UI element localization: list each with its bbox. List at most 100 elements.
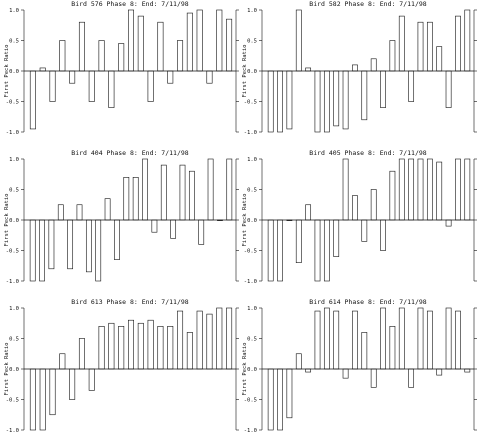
bar [137, 322, 144, 370]
y-tick-label: 1.0 [247, 157, 257, 163]
bar [188, 170, 195, 221]
bar [342, 158, 349, 221]
bar [206, 313, 213, 370]
bar [426, 21, 433, 72]
y-tick-label: -1.0 [6, 130, 19, 136]
bar [198, 219, 205, 245]
bar [29, 368, 36, 431]
bar [314, 310, 321, 370]
y-axis-label: First Peck Ratio [242, 194, 248, 247]
y-tick-label: 0.0 [247, 218, 257, 224]
bar [417, 21, 424, 72]
y-tick-label: -0.5 [244, 249, 257, 255]
y-tick-label: 1.0 [9, 157, 19, 163]
bar [417, 158, 424, 221]
bar [333, 70, 340, 127]
bar [295, 219, 302, 264]
bar [455, 15, 461, 72]
bar [455, 158, 461, 221]
bar [389, 325, 396, 370]
bar [226, 307, 233, 370]
bar [389, 170, 396, 221]
bar [167, 70, 174, 84]
bar [108, 322, 115, 370]
bar [98, 40, 105, 72]
bar [216, 307, 223, 370]
bar [398, 15, 405, 72]
y-tick-label: 0.5 [9, 188, 19, 194]
bar [118, 325, 125, 370]
y-tick-label: 0.5 [9, 39, 19, 45]
bar [69, 70, 76, 84]
chart-title: Bird 405 Phase 8: End: 7/11/98 [309, 149, 426, 157]
bar [114, 219, 120, 260]
y-tick-label: -0.5 [6, 249, 19, 255]
bar [226, 18, 233, 72]
bar [98, 325, 105, 370]
y-axis-label: First Peck Ratio [242, 343, 248, 396]
bar [267, 219, 274, 282]
bar [29, 219, 36, 282]
y-tick-label: 0.5 [247, 188, 257, 194]
bar [167, 325, 174, 370]
chart-panel-4: Bird 405 Phase 8: End: 7/11/98 1.0 0.5 0.0 -… [242, 149, 477, 285]
bar [361, 70, 368, 121]
chart-title: Bird 576 Phase 8: End: 7/11/98 [71, 0, 188, 8]
bar [108, 70, 115, 108]
bar [157, 21, 164, 72]
bar [398, 158, 405, 221]
bar [445, 219, 452, 227]
bar [104, 198, 111, 221]
bar [323, 307, 330, 370]
y-tick-label: -0.5 [244, 398, 257, 404]
y-axis-label: First Peck Ratio [4, 343, 10, 396]
bar [78, 21, 85, 72]
bar [436, 46, 443, 72]
bar [436, 161, 443, 221]
bar [196, 310, 203, 370]
bar [88, 368, 95, 391]
bar [177, 310, 184, 370]
chart-panel-2: Bird 582 Phase 8: End: 7/11/98 1.0 0.5 0.0 -… [242, 0, 477, 136]
bar [314, 70, 321, 133]
bar [147, 70, 154, 102]
bar [426, 310, 433, 370]
y-tick-label: 0.5 [9, 337, 19, 343]
bar [137, 15, 144, 72]
bar [186, 12, 193, 72]
bar [267, 70, 274, 133]
bar [128, 9, 134, 72]
y-axis-label: First Peck Ratio [4, 194, 10, 247]
bar [49, 70, 56, 102]
bar [361, 332, 368, 370]
y-tick-label: 0.5 [247, 337, 257, 343]
bar [118, 43, 125, 72]
bar [352, 64, 358, 72]
bar [389, 40, 396, 72]
bar [88, 70, 95, 102]
bar [333, 219, 340, 257]
bar [226, 158, 233, 221]
bar [179, 164, 186, 221]
bar [305, 368, 312, 373]
bar [206, 70, 213, 84]
bar [39, 219, 45, 282]
bar [128, 319, 134, 370]
bar [49, 368, 56, 416]
y-tick-label: -0.5 [244, 100, 257, 106]
y-tick-label: -1.0 [244, 279, 257, 285]
bar [95, 219, 102, 282]
bar [323, 70, 330, 133]
bar [464, 158, 471, 221]
bar [57, 204, 64, 221]
bar [455, 310, 461, 370]
chart-panel-5: Bird 613 Phase 8: End: 7/11/98 1.0 0.5 0.0 -… [4, 298, 239, 434]
bar [323, 219, 330, 282]
y-tick-label: 0.5 [247, 39, 257, 45]
chart-title: Bird 582 Phase 8: End: 7/11/98 [309, 0, 426, 8]
bar [333, 310, 340, 370]
bar [39, 67, 46, 72]
bar [59, 353, 66, 370]
bar [314, 219, 321, 282]
